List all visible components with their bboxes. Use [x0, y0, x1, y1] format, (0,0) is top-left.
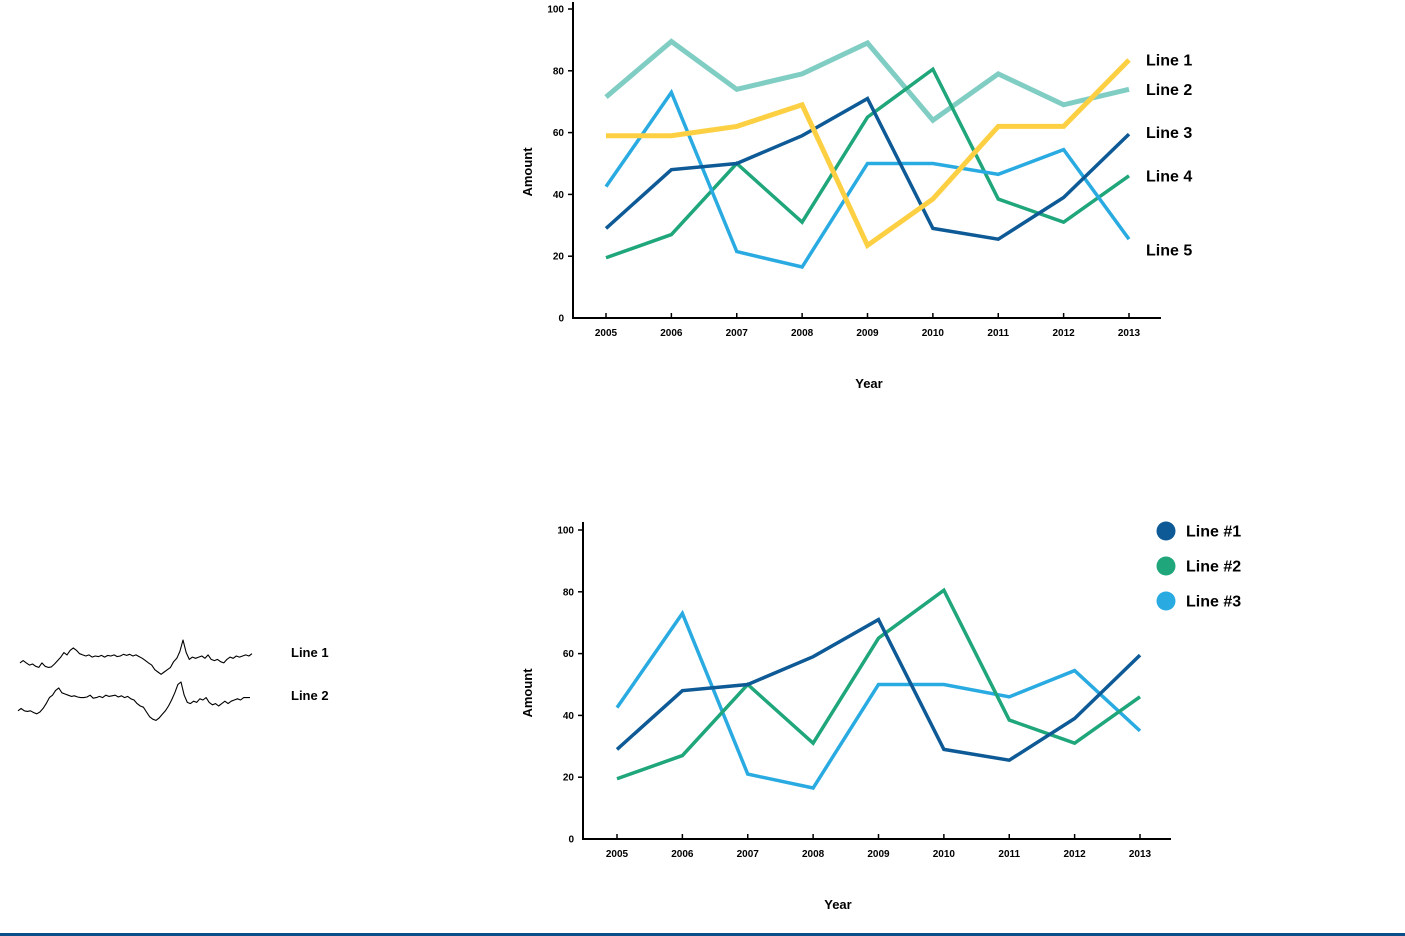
y-tick-label: 100 — [557, 526, 574, 537]
y-tick-label: 40 — [563, 711, 575, 722]
legend-label: Line #2 — [1186, 559, 1241, 576]
x-tick-label: 2009 — [856, 328, 879, 339]
x-tick-label: 2006 — [671, 849, 694, 860]
y-tick-label: 40 — [553, 190, 565, 201]
legend-label: Line #3 — [1186, 594, 1241, 611]
legend-swatch — [1157, 557, 1176, 576]
x-tick-label: 2009 — [867, 849, 890, 860]
series-end-label: Line 4 — [1146, 168, 1192, 185]
y-tick-label: 60 — [553, 128, 565, 139]
series-end-label: Line 5 — [1146, 243, 1192, 260]
legend-swatch — [1157, 592, 1176, 611]
y-tick-label: 80 — [563, 587, 575, 598]
x-tick-label: 2013 — [1129, 849, 1152, 860]
x-tick-label: 2012 — [1053, 328, 1076, 339]
sparkline-1 — [20, 640, 252, 674]
x-tick-label: 2008 — [802, 849, 825, 860]
legend-item: Line #1 — [1157, 522, 1242, 541]
y-tick-label: 60 — [563, 649, 575, 660]
y-tick-label: 20 — [553, 252, 565, 263]
x-tick-label: 2013 — [1118, 328, 1141, 339]
x-axis-title: Year — [855, 376, 882, 391]
legend-item: Line #3 — [1157, 592, 1242, 611]
x-tick-label: 2005 — [606, 849, 629, 860]
sparklines: Line 1 Line 2 — [18, 640, 329, 720]
y-axis-title: Amount — [520, 147, 535, 197]
bottom-chart: 0 20 40 60 80 100 2005 2006 2007 2008 2009 2010 2011… — [520, 522, 1241, 913]
y-axis-title: Amount — [520, 668, 535, 718]
x-tick-label: 2012 — [1064, 849, 1087, 860]
y-tick-label: 0 — [568, 835, 574, 846]
legend-item: Line #2 — [1157, 557, 1242, 576]
chart-canvas: 0 20 40 60 80 100 2005 2006 2007 2008 2009 2010 2011… — [0, 0, 1405, 936]
x-tick-label: 2005 — [595, 328, 618, 339]
legend-swatch — [1157, 522, 1176, 541]
y-tick-label: 80 — [553, 66, 565, 77]
x-tick-label: 2007 — [726, 328, 749, 339]
sparkline-label: Line 2 — [291, 688, 329, 703]
sparkline-2 — [18, 682, 250, 720]
x-tick-label: 2006 — [660, 328, 683, 339]
legend-label: Line #1 — [1186, 524, 1241, 541]
x-tick-label: 2007 — [737, 849, 760, 860]
x-tick-label: 2010 — [922, 328, 945, 339]
top-chart: 0 20 40 60 80 100 2005 2006 2007 2008 2009 2010 2011… — [520, 2, 1192, 391]
x-tick-label: 2010 — [933, 849, 956, 860]
series-end-label: Line 1 — [1146, 52, 1192, 69]
y-tick-label: 20 — [563, 773, 575, 784]
series-end-label: Line 3 — [1146, 125, 1192, 142]
x-tick-label: 2011 — [998, 849, 1020, 860]
x-tick-label: 2008 — [791, 328, 814, 339]
series-line-line-2 — [606, 41, 1129, 120]
x-tick-label: 2011 — [987, 328, 1009, 339]
y-tick-label: 0 — [558, 314, 564, 325]
series-end-label: Line 2 — [1146, 82, 1192, 99]
y-tick-label: 100 — [547, 5, 564, 16]
sparkline-label: Line 1 — [291, 645, 329, 660]
x-axis-title: Year — [824, 897, 851, 912]
